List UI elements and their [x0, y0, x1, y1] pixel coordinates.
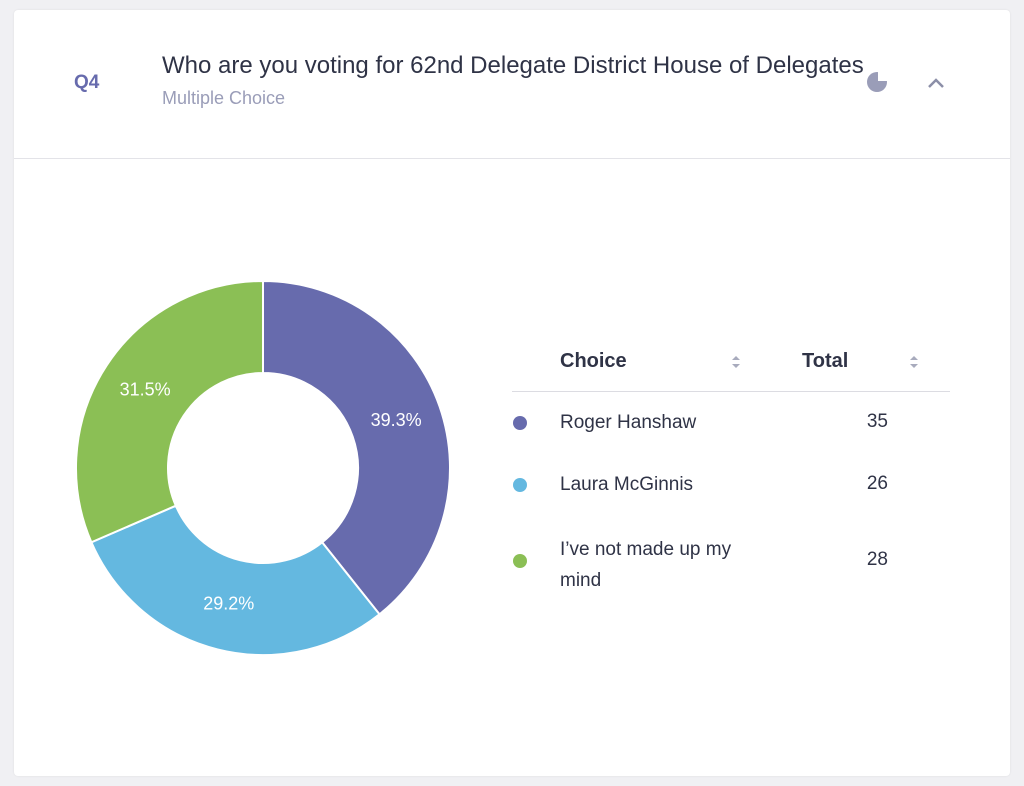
collapse-button[interactable]: [926, 76, 946, 90]
header-divider: [14, 158, 1010, 159]
choice-total: 26: [866, 473, 888, 494]
question-number: Q4: [74, 72, 100, 93]
donut-chart: 39.3% 29.2% 31.5%: [75, 279, 451, 656]
donut-slice: [90, 504, 381, 656]
question-title: Who are you voting for 62nd Delegate Dis…: [162, 52, 864, 79]
table-divider: [512, 391, 950, 392]
column-header[interactable]: Total: [802, 350, 849, 372]
slice-label: 29.2%: [203, 594, 254, 614]
slice-label: 31.5%: [120, 379, 171, 399]
choice-name: I’ve not made up my mind: [560, 539, 732, 591]
donut-slice: [262, 279, 451, 616]
donut-slice: [75, 279, 264, 544]
chart-type-button[interactable]: [866, 70, 890, 94]
choice-name: Roger Hanshaw: [560, 412, 697, 433]
legend-dot: [513, 416, 527, 430]
legend-dot: [513, 478, 527, 492]
sort-icon[interactable]: [908, 353, 920, 371]
choice-total: 28: [866, 549, 888, 570]
question-type: Multiple Choice: [162, 88, 286, 108]
legend-dot: [513, 554, 527, 568]
slice-label: 39.3%: [371, 410, 422, 430]
choice-total: 35: [866, 411, 888, 432]
sort-icon[interactable]: [730, 353, 742, 371]
choice-name: Laura McGinnis: [560, 474, 694, 495]
column-header[interactable]: Choice: [560, 350, 627, 372]
